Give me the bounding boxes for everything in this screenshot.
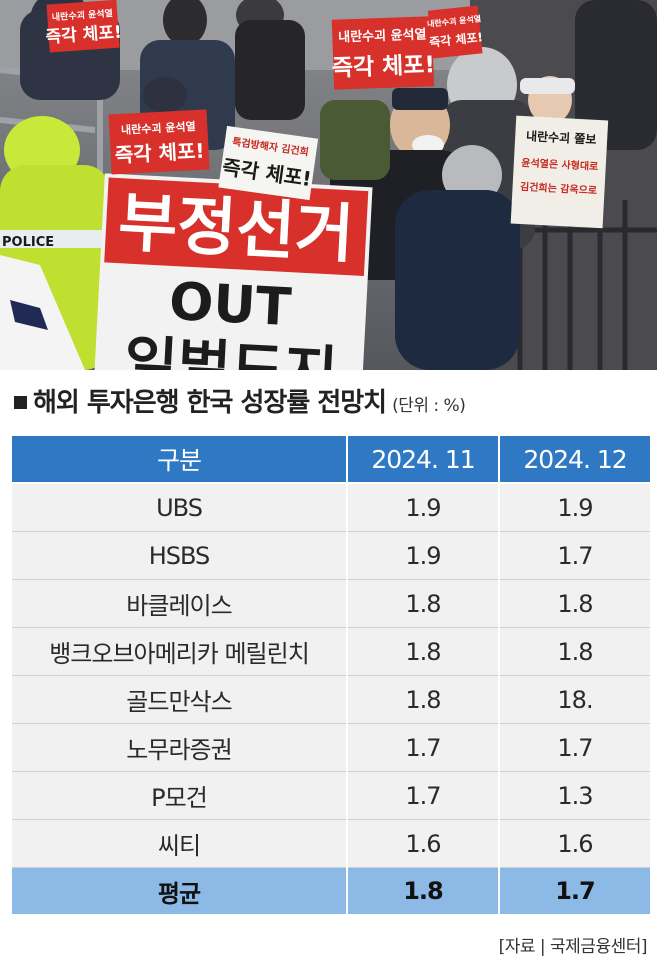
row-nov-value: 1.9: [348, 484, 498, 532]
row-nov-value: 1.6: [348, 820, 498, 868]
table-row: P모건 1.7 1.3: [12, 772, 650, 820]
table-row: 노무라증권 1.7 1.7: [12, 724, 650, 772]
sign-d-line1: 내란수괴 윤석열: [121, 119, 196, 137]
forecast-table: 구분 2024. 11 2024. 12 UBS 1.9 1.9 HSBS 1.…: [12, 436, 650, 914]
table-row: HSBS 1.9 1.7: [12, 532, 650, 580]
row-dec-value: 1.3: [500, 772, 650, 820]
source-credit: [자료 | 국제금융센터]: [498, 937, 648, 957]
title-square-icon: [14, 396, 27, 409]
average-dec: 1.7: [500, 868, 650, 914]
header-category: 구분: [12, 436, 346, 482]
average-label: 평균: [12, 868, 346, 914]
row-dec-value: 1.7: [500, 724, 650, 772]
sign-c-line2: 즉각 체포!: [428, 29, 483, 50]
big-sign-line1: 부정선거: [117, 186, 356, 272]
row-dec-value: 18.: [500, 676, 650, 724]
table-row: 바클레이스 1.8 1.8: [12, 580, 650, 628]
row-nov-value: 1.7: [348, 772, 498, 820]
header-nov: 2024. 11: [348, 436, 498, 482]
table-row: 뱅크오브아메리카 메릴린치 1.8 1.8: [12, 628, 650, 676]
table-row: 골드만삭스 1.8 18.: [12, 676, 650, 724]
row-bank: 노무라증권: [12, 724, 346, 772]
average-nov: 1.8: [348, 868, 498, 914]
table-header-row: 구분 2024. 11 2024. 12: [12, 436, 650, 482]
chart-title: 해외 투자은행 한국 성장률 전망치 (단위 : %): [14, 382, 654, 422]
table-row: 씨티 1.6 1.6: [12, 820, 650, 868]
row-nov-value: 1.7: [348, 724, 498, 772]
row-bank: 뱅크오브아메리카 메릴린치: [12, 628, 346, 676]
table-average-row: 평균 1.8 1.7: [12, 868, 650, 914]
row-dec-value: 1.8: [500, 580, 650, 628]
row-nov-value: 1.8: [348, 676, 498, 724]
sign-b-line1: 내란수괴 윤석열: [338, 26, 427, 45]
table-row: UBS 1.9 1.9: [12, 484, 650, 532]
police-label: POLICE: [2, 235, 54, 250]
row-nov-value: 1.9: [348, 532, 498, 580]
title-main: 해외 투자은행 한국 성장률 전망치: [33, 388, 387, 418]
row-bank: 골드만삭스: [12, 676, 346, 724]
row-bank: HSBS: [12, 532, 346, 580]
big-sign-line2: OUT: [168, 272, 293, 338]
hand-sign-line1: 내란수괴 쫄보: [526, 128, 597, 147]
row-dec-value: 1.8: [500, 628, 650, 676]
header-dec: 2024. 12: [500, 436, 650, 482]
hand-sign-line2: 윤석열은 사형대로: [521, 156, 599, 173]
title-unit: (단위 : %): [392, 396, 466, 416]
row-dec-value: 1.6: [500, 820, 650, 868]
hand-sign-line3: 김건희는 감옥으로: [520, 180, 598, 197]
protest-photo: 부정선거 OUT 일벌도지 내란수괴 윤석열 즉각 체포! 내란수괴 윤석열 즉…: [0, 0, 657, 370]
row-nov-value: 1.8: [348, 628, 498, 676]
row-bank: 씨티: [12, 820, 346, 868]
row-bank: P모건: [12, 772, 346, 820]
row-nov-value: 1.8: [348, 580, 498, 628]
row-dec-value: 1.7: [500, 532, 650, 580]
row-dec-value: 1.9: [500, 484, 650, 532]
row-bank: UBS: [12, 484, 346, 532]
sign-b-line2: 즉각 체포!: [331, 52, 435, 82]
sign-d-line2: 즉각 체포!: [114, 139, 205, 168]
row-bank: 바클레이스: [12, 580, 346, 628]
